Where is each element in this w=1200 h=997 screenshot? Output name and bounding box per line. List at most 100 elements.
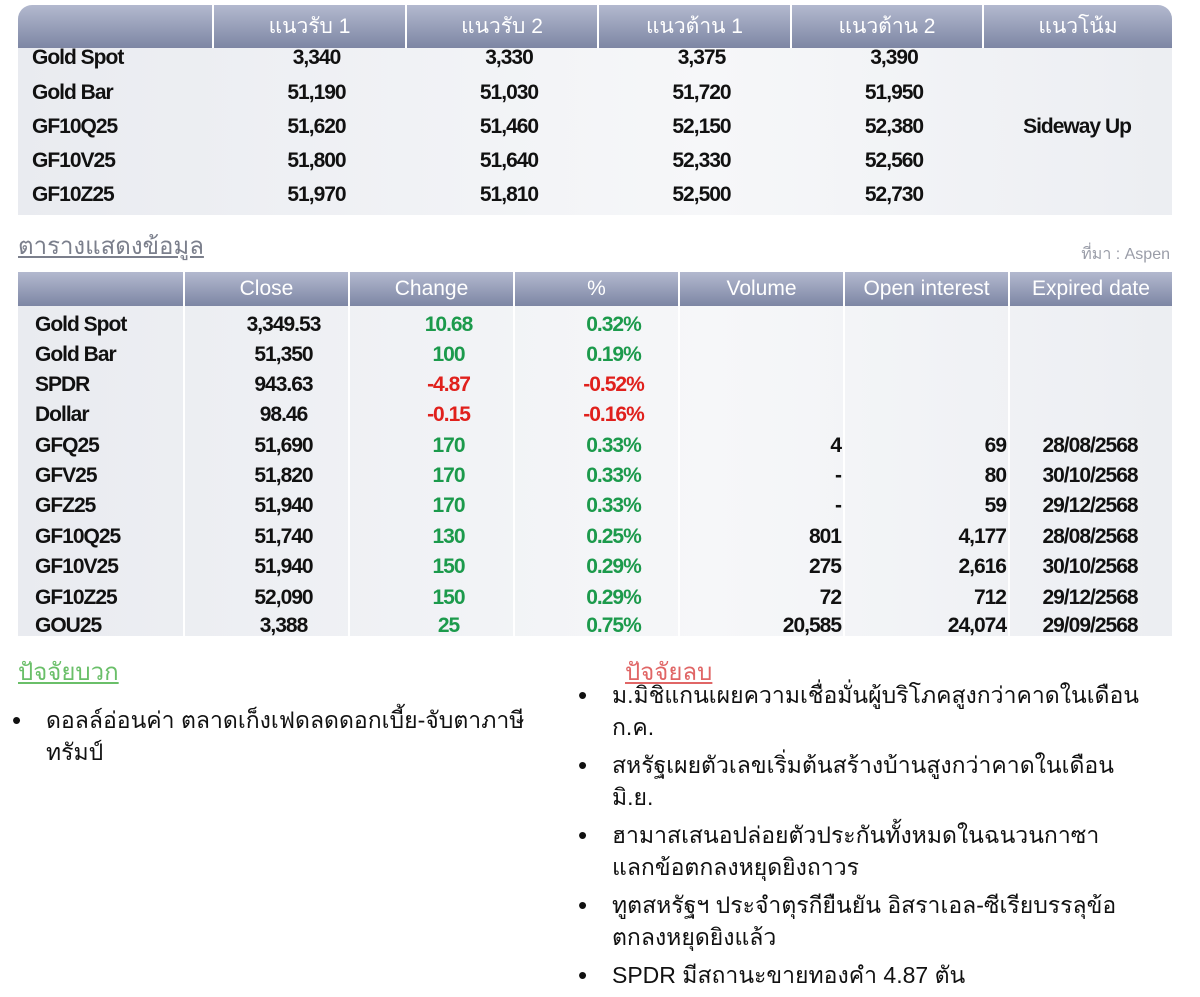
cell-value: 0.29% — [586, 586, 642, 609]
negative-item: SPDR มีสถานะขายทองคำ 4.87 ตัน — [578, 959, 1142, 991]
row-name: GF10Q25 — [32, 115, 118, 138]
negative-item: สหรัฐเผยตัวเลขเริ่มต้นสร้างบ้านสูงกว่าคา… — [578, 749, 1142, 813]
cell-value: 170 — [432, 464, 465, 487]
row-name: Gold Spot — [32, 46, 124, 69]
row-name: GF10V25 — [35, 555, 119, 578]
cell-value: 52,560 — [864, 149, 924, 172]
data-table: Close Change% Volume Open interest Expired d… — [18, 272, 1172, 638]
cell-value: 52,500 — [672, 183, 731, 206]
column-divider — [348, 306, 350, 636]
cell-value: 51,820 — [254, 464, 313, 487]
cell-value: -4.87 — [427, 373, 471, 396]
cell-value: 51,810 — [479, 183, 539, 206]
cell-value: 29/12/2568 — [1042, 494, 1138, 517]
cell-value: 52,330 — [672, 149, 731, 172]
cell-value: 51,740 — [254, 525, 313, 548]
cell-value: 170 — [432, 494, 465, 517]
cell-value: 3,375 — [677, 46, 727, 69]
cell-value: 0.19% — [586, 343, 642, 366]
header-row — [18, 5, 1172, 48]
header-cell: Open interest — [843, 272, 1008, 306]
cell-value: 52,730 — [864, 183, 924, 206]
body-bg — [18, 306, 1172, 636]
cell-value: 0.25% — [586, 525, 642, 548]
negative-item: ทูตสหรัฐฯ ประจำตุรกียืนยัน อิสราเอล-ซีเร… — [578, 889, 1142, 953]
cell-value: 98.46 — [259, 403, 309, 426]
cell-value: - — [835, 464, 842, 487]
row-name: GFQ25 — [35, 434, 100, 457]
cell-value: 59 — [984, 494, 1007, 517]
cell-value: 0.75% — [586, 614, 642, 637]
cell-value: 170 — [432, 434, 465, 457]
row-name: Gold Spot — [35, 313, 127, 336]
source: ที่มา : Aspen — [1081, 246, 1170, 263]
negative-item: ม.มิชิแกนเผยความเชื่อมั่นผู้บริโภคสูงกว่… — [578, 679, 1142, 743]
body-bg — [18, 48, 1172, 215]
cell-value: 51,640 — [479, 149, 539, 172]
cell-value: 943.63 — [254, 373, 313, 396]
header-cell: Volume — [678, 272, 843, 306]
header-cell: แนวต้าน 1 — [597, 5, 790, 48]
levels-table: แนวรับ 1 แนวรับ 2 แนวต้าน 1 แนวต้าน 2 แนวโน้… — [18, 5, 1172, 215]
header-cell: Change — [348, 272, 513, 306]
positive-list: ดอลล์อ่อนค่า ตลาดเก็งเฟดลดดอกเบี้ย-จับตา… — [12, 704, 536, 768]
cell-value: 3,388 — [259, 614, 309, 637]
column-divider — [513, 306, 515, 636]
header-cell: Expired date — [1008, 272, 1172, 306]
negative-list: ม.มิชิแกนเผยความเชื่อมั่นผู้บริโภคสูงกว่… — [578, 679, 1142, 997]
row-name: GF10Z25 — [35, 586, 118, 609]
cell-value: 801 — [808, 525, 842, 548]
positive-item: ดอลล์อ่อนค่า ตลาดเก็งเฟดลดดอกเบี้ย-จับตา… — [12, 704, 536, 768]
row-name: GOU25 — [35, 614, 102, 637]
cell-value: 150 — [432, 586, 465, 609]
cell-value: 30/10/2568 — [1042, 555, 1138, 578]
cell-value: 51,690 — [254, 434, 313, 457]
cell-value: 52,380 — [864, 115, 924, 138]
cell-value: 52,150 — [672, 115, 731, 138]
cell-value: 0.33% — [586, 464, 642, 487]
header-cell: % — [513, 272, 678, 306]
cell-value: -0.16% — [583, 403, 645, 426]
cell-value: 150 — [432, 555, 465, 578]
row-name: GF10Z25 — [32, 183, 115, 206]
cell-value: 0.29% — [586, 555, 642, 578]
column-divider — [678, 306, 680, 636]
cell-value: 51,030 — [479, 81, 539, 104]
cell-value: 29/09/2568 — [1042, 614, 1138, 637]
cell-value: -0.52% — [583, 373, 645, 396]
row-name: GF10V25 — [32, 149, 116, 172]
header-cell: แนวรับ 2 — [405, 5, 597, 48]
cell-value: 72 — [819, 586, 842, 609]
cell-value: 2,616 — [958, 555, 1007, 578]
cell-value: 28/08/2568 — [1042, 434, 1138, 457]
cell-value: 51,800 — [287, 149, 346, 172]
positive-title: ปัจจัยบวก — [18, 659, 119, 686]
row-name: GFZ25 — [35, 494, 96, 517]
header-cell: แนวต้าน 2 — [790, 5, 982, 48]
cell-value: 4,177 — [958, 525, 1007, 548]
row-name: SPDR — [35, 373, 90, 396]
negative-item: ฮามาสเสนอปล่อยตัวประกันทั้งหมดในฉนวนกาซา… — [578, 819, 1142, 883]
cell-value: 10.68 — [424, 313, 474, 336]
cell-value: 51,460 — [479, 115, 539, 138]
column-divider — [843, 306, 845, 636]
column-divider — [1008, 306, 1010, 636]
cell-value: 4 — [830, 434, 842, 457]
cell-value: 51,940 — [254, 494, 313, 517]
row-name: GFV25 — [35, 464, 98, 487]
cell-value: 20,585 — [782, 614, 842, 637]
cell-value: 0.33% — [586, 434, 642, 457]
row-name: Gold Bar — [35, 343, 117, 366]
cell-value: 51,940 — [254, 555, 313, 578]
cell-value: 51,950 — [864, 81, 924, 104]
header-row — [18, 272, 1172, 306]
cell-value: 3,340 — [292, 46, 342, 69]
cell-value: 3,390 — [870, 46, 919, 69]
cell-value: 275 — [808, 555, 842, 578]
cell-value: 51,970 — [287, 183, 346, 206]
header-cell: Close — [183, 272, 348, 306]
cell-value: 30/10/2568 — [1042, 464, 1138, 487]
caption: ตารางแสดงข้อมูล — [18, 233, 204, 260]
cell-value: 51,720 — [672, 81, 731, 104]
cell-value: 3,349.53 — [246, 313, 322, 336]
